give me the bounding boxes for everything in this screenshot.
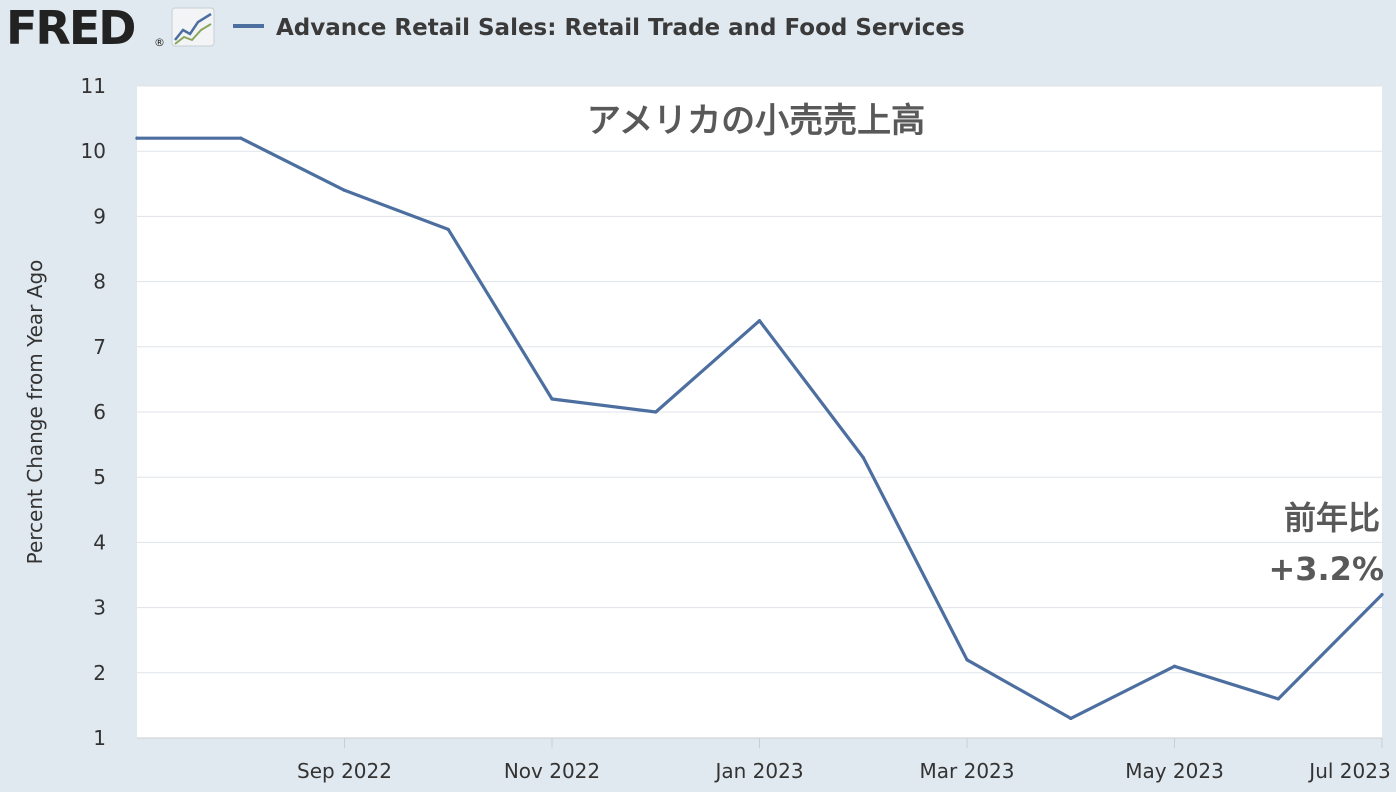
y-tick-label: 11 <box>81 74 106 98</box>
data-point[interactable] <box>965 658 969 662</box>
y-axis-ticks: 1 2 3 4 5 6 7 8 9 10 11 <box>81 74 106 750</box>
annotation-line-1: 前年比 <box>1284 499 1380 537</box>
chart-title: アメリカの小売売上高 <box>587 101 925 141</box>
series-layer <box>135 136 1384 721</box>
x-tick-label: Sep 2022 <box>297 759 392 783</box>
last-value-annotation: 前年比 +3.2% <box>1268 499 1384 588</box>
fred-logo-registered-mark: ® <box>154 36 165 49</box>
x-tick-label: Nov 2022 <box>504 759 600 783</box>
annotation-line-2: +3.2% <box>1268 550 1384 588</box>
y-tick-label: 5 <box>93 465 106 489</box>
y-axis-label: Percent Change from Year Ago <box>23 260 47 565</box>
data-point[interactable] <box>342 188 347 192</box>
data-point[interactable] <box>861 456 865 460</box>
data-point[interactable] <box>446 227 450 232</box>
y-tick-label: 2 <box>93 661 106 685</box>
y-tick-label: 9 <box>93 204 106 228</box>
x-axis-ticks: Sep 2022 Nov 2022 Jan 2023 Mar 2023 May 2023… <box>297 738 1391 783</box>
data-point[interactable] <box>757 319 762 323</box>
data-point[interactable] <box>1380 592 1384 597</box>
data-point[interactable] <box>1276 697 1280 701</box>
y-tick-label: 8 <box>93 270 106 294</box>
y-tick-label: 3 <box>93 596 106 620</box>
data-point[interactable] <box>1069 716 1073 721</box>
x-tick-label: Jan 2023 <box>713 759 803 783</box>
data-point[interactable] <box>135 136 139 140</box>
data-point[interactable] <box>654 410 658 414</box>
fred-logo[interactable]: FRED ® <box>6 1 215 55</box>
x-tick-label: May 2023 <box>1125 759 1224 783</box>
fred-logo-text: FRED <box>6 1 134 55</box>
x-tick-label: Mar 2023 <box>920 759 1015 783</box>
legend-label: Advance Retail Sales: Retail Trade and F… <box>276 15 965 41</box>
y-tick-label: 1 <box>93 726 106 750</box>
data-point[interactable] <box>1172 664 1177 668</box>
y-tick-label: 7 <box>93 335 106 359</box>
y-tick-label: 4 <box>93 530 106 554</box>
legend: Advance Retail Sales: Retail Trade and F… <box>233 15 965 41</box>
data-point[interactable] <box>239 136 243 140</box>
x-tick-label: Jul 2023 <box>1307 759 1390 783</box>
y-tick-label: 10 <box>81 139 106 163</box>
data-point[interactable] <box>550 397 554 401</box>
y-tick-label: 6 <box>93 400 106 424</box>
fred-trend-icon <box>171 7 215 47</box>
